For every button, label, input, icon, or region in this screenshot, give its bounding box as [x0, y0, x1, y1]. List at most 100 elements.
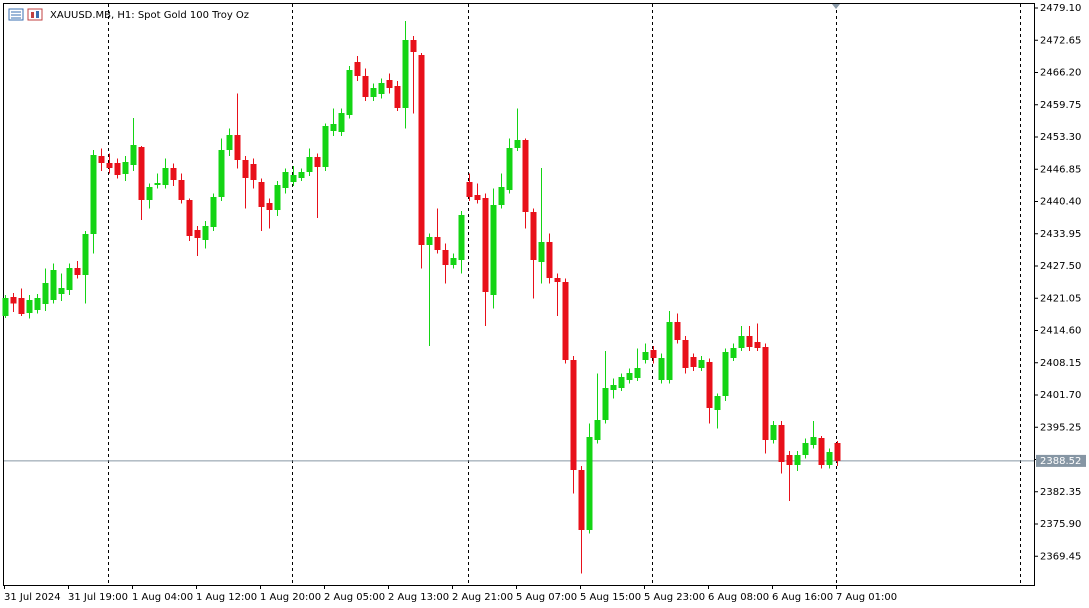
- y-tick-label: 2414.60: [1040, 326, 1081, 337]
- candle-body: [242, 160, 249, 178]
- candle-body: [802, 443, 809, 455]
- candle-body: [690, 357, 697, 367]
- y-tick-label: 2375.90: [1040, 519, 1081, 530]
- x-tick-label: 6 Aug 08:00: [708, 592, 769, 603]
- candle-body: [482, 198, 489, 292]
- x-tick-label: 31 Jul 19:00: [68, 592, 128, 603]
- candle-body: [90, 155, 97, 234]
- candle-body: [618, 377, 625, 388]
- candle-body: [786, 455, 793, 465]
- candle-body: [794, 455, 801, 465]
- x-tick-label: 2 Aug 21:00: [452, 592, 513, 603]
- y-tick-label: 2446.85: [1040, 164, 1081, 175]
- candle-body: [562, 282, 569, 360]
- candle-body: [322, 126, 329, 167]
- candle-body: [642, 352, 649, 360]
- candle-body: [306, 157, 313, 172]
- candle-body: [402, 40, 409, 108]
- candle-body: [626, 373, 633, 380]
- candle-body: [818, 438, 825, 465]
- candle-body: [186, 200, 193, 236]
- y-tick-label: 2459.75: [1040, 100, 1081, 111]
- x-tick-label: 5 Aug 23:00: [644, 592, 705, 603]
- candle-body: [746, 336, 753, 347]
- candle-body: [98, 156, 105, 163]
- y-tick-label: 2421.05: [1040, 293, 1081, 304]
- candle-body: [282, 172, 289, 188]
- candle-body: [138, 147, 145, 200]
- last-price-box: [1036, 454, 1086, 467]
- y-tick-label: 2427.50: [1040, 261, 1081, 272]
- y-tick-label: 2395.25: [1040, 422, 1081, 433]
- period-separators: [108, 4, 1021, 585]
- candle-body: [666, 322, 673, 380]
- candle-body: [10, 297, 17, 304]
- last-price-label: 2388.52: [1040, 456, 1081, 467]
- candle-body: [114, 163, 121, 175]
- candle-body: [26, 300, 33, 313]
- candle-body: [218, 150, 225, 197]
- x-tick-label: 1 Aug 04:00: [132, 592, 193, 603]
- candle-body: [442, 250, 449, 265]
- candle-body: [546, 242, 553, 278]
- candle-body: [106, 163, 113, 168]
- candle-body: [778, 425, 785, 462]
- candle-body: [130, 145, 137, 165]
- candle-body: [714, 396, 721, 410]
- candle-body: [66, 268, 73, 290]
- candle-body: [394, 86, 401, 108]
- candle-body: [658, 358, 665, 380]
- candle-body: [602, 388, 609, 420]
- candle-body: [826, 452, 833, 465]
- candle-body: [682, 340, 689, 368]
- candle-body: [258, 182, 265, 207]
- x-tick-label: 31 Jul 2024: [4, 592, 61, 603]
- icon: [36, 11, 39, 18]
- candle-body: [450, 258, 457, 265]
- candle-body: [706, 362, 713, 408]
- y-tick-label: 2401.70: [1040, 390, 1081, 401]
- candle-body: [178, 180, 185, 200]
- shift-marker: [832, 4, 840, 9]
- y-tick-label: 2382.35: [1040, 487, 1081, 498]
- candle-body: [298, 172, 305, 178]
- x-tick-label: 2 Aug 05:00: [324, 592, 385, 603]
- candle-body: [722, 352, 729, 396]
- candle-body: [154, 183, 161, 185]
- candle-body: [570, 360, 577, 470]
- candle-body: [74, 268, 81, 275]
- candle-body: [370, 88, 377, 97]
- candle-body: [514, 140, 521, 148]
- candle-body: [274, 185, 281, 210]
- x-tick-label: 2 Aug 13:00: [388, 592, 449, 603]
- candle-body: [634, 368, 641, 378]
- candle-body: [314, 157, 321, 167]
- candle-body: [650, 350, 657, 358]
- candle-body: [554, 278, 561, 282]
- candle-body: [434, 237, 441, 250]
- icon: [31, 12, 34, 18]
- candle-body: [146, 187, 153, 200]
- candle-body: [522, 140, 529, 212]
- candle-body: [194, 230, 201, 238]
- candle-body: [754, 342, 761, 348]
- candle-body: [458, 215, 465, 260]
- candle-body: [378, 83, 385, 94]
- candle-body: [594, 420, 601, 440]
- candle-body: [226, 135, 233, 150]
- candle-body: [42, 283, 49, 304]
- candle-body: [362, 76, 369, 97]
- candle-body: [426, 237, 433, 245]
- title-icons: [8, 8, 43, 21]
- y-tick-label: 2433.95: [1040, 229, 1081, 240]
- y-tick-label: 2453.30: [1040, 132, 1081, 143]
- y-tick-label: 2408.15: [1040, 358, 1081, 369]
- candle-body: [498, 187, 505, 205]
- candle-body: [170, 168, 177, 180]
- candle-body: [58, 288, 65, 294]
- candle-body: [338, 113, 345, 132]
- candle-body: [698, 360, 705, 368]
- candle-body: [538, 242, 545, 262]
